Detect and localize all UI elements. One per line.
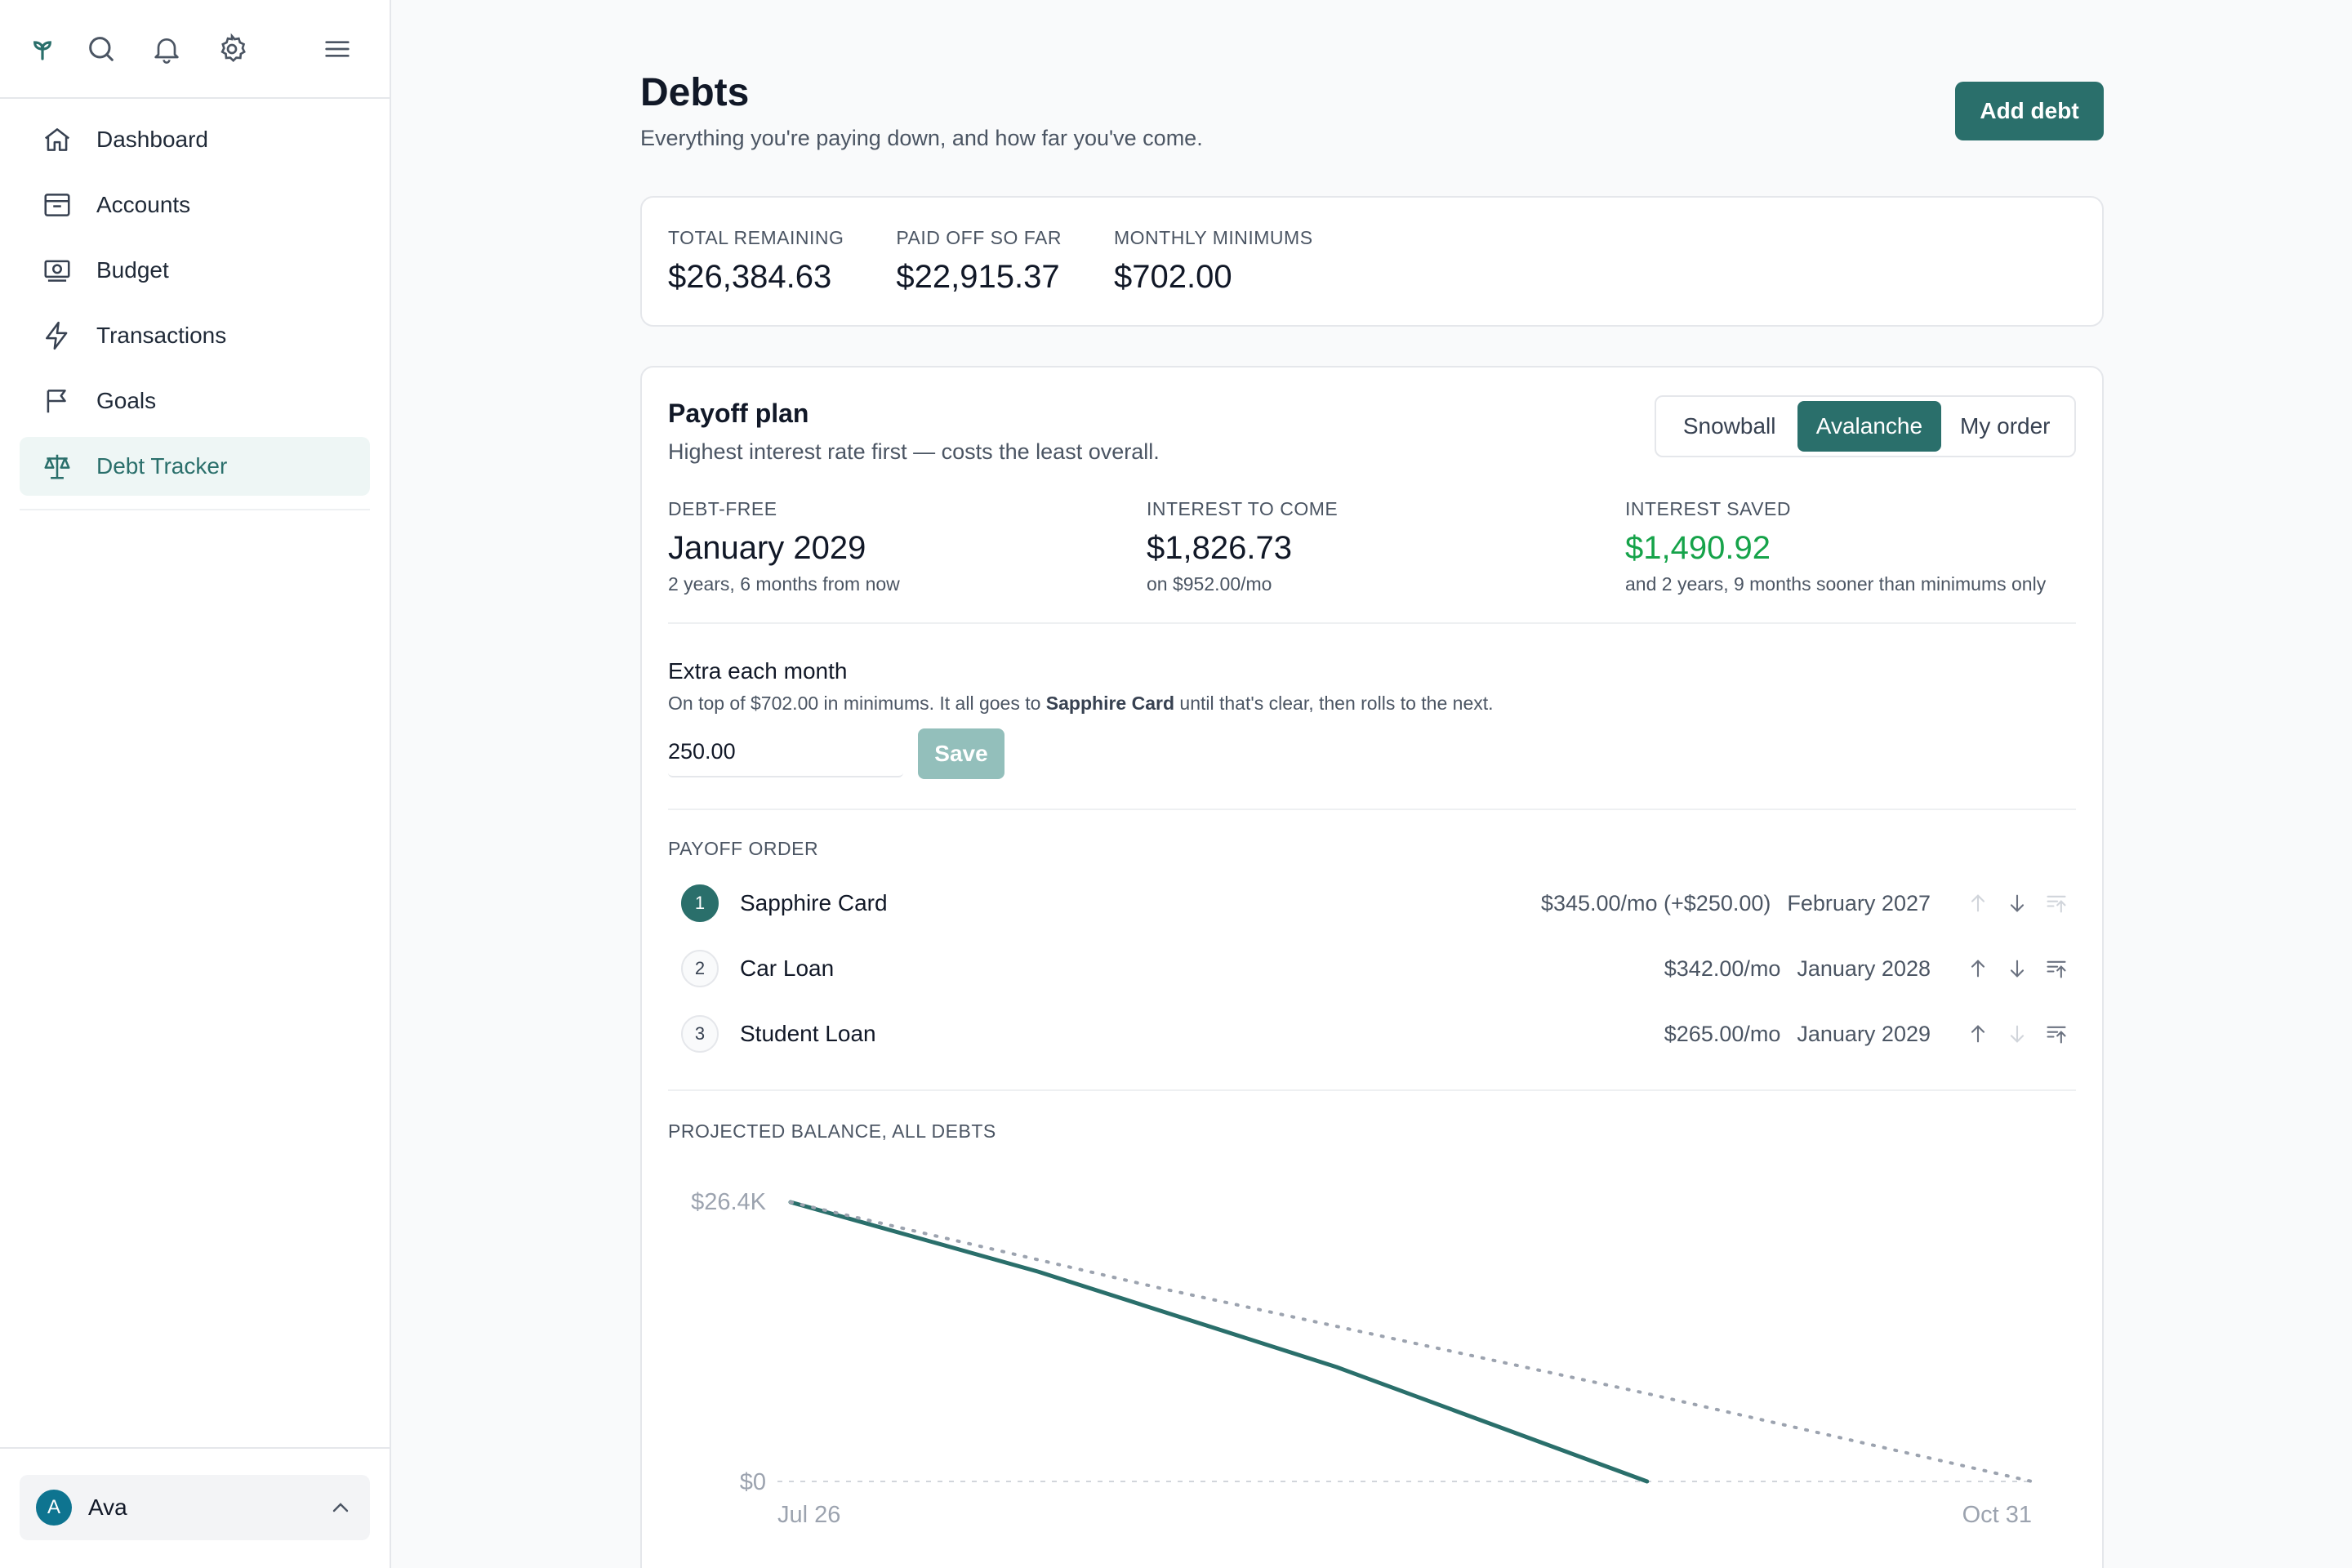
rank-badge: 3 (681, 1015, 719, 1053)
move-to-top-icon[interactable] (2045, 1022, 2068, 1045)
main-content: Debts Everything you're paying down, and… (640, 0, 2104, 1568)
debt-payoff-date: February 2027 (1787, 890, 1931, 915)
arrow-up-icon[interactable] (1967, 892, 1989, 915)
menu-icon[interactable] (314, 26, 360, 72)
stat-debt-free: DEBT-FREE January 2029 2 years, 6 months… (668, 498, 900, 595)
debt-payoff-date: January 2029 (1797, 1021, 1931, 1046)
flag-icon (41, 385, 74, 417)
order-row-sapphire-card: 1 Sapphire Card $345.00/mo (+$250.00) Fe… (668, 874, 2076, 933)
debt-name: Sapphire Card (740, 890, 888, 915)
save-button[interactable]: Save (918, 728, 1004, 779)
sidebar: Dashboard Accounts Budget Transactions G… (0, 0, 391, 1568)
sidebar-item-label: Accounts (96, 192, 191, 217)
order-row-student-loan: 3 Student Loan $265.00/mo January 2029 (668, 1004, 2076, 1063)
logo-icon[interactable] (20, 26, 65, 72)
scale-icon (41, 450, 74, 483)
y-tick-label: $0 (740, 1469, 766, 1495)
debt-payment: $345.00/mo (+$250.00) (1540, 890, 1771, 915)
rank-badge: 2 (681, 950, 719, 987)
arrow-up-icon[interactable] (1967, 1022, 1989, 1045)
rank-badge: 1 (681, 884, 719, 922)
strategy-avalanche[interactable]: Avalanche (1797, 401, 1941, 452)
sidebar-item-debt-tracker[interactable]: Debt Tracker (20, 437, 370, 496)
x-tick-label: Jul 26 (777, 1502, 840, 1528)
order-row-car-loan: 2 Car Loan $342.00/mo January 2028 (668, 939, 2076, 998)
extra-title: Extra each month (668, 658, 848, 684)
home-icon (41, 123, 74, 156)
row-actions (1950, 1022, 2068, 1045)
payoff-order-label: PAYOFF ORDER (668, 838, 819, 859)
sidebar-item-label: Budget (96, 257, 169, 283)
bolt-icon (41, 319, 74, 352)
strategy-toggle: Snowball Avalanche My order (1655, 395, 2076, 457)
arrow-down-icon[interactable] (2006, 892, 2029, 915)
sidebar-item-label: Debt Tracker (96, 453, 228, 479)
sidebar-item-label: Transactions (96, 323, 227, 348)
plan-subtitle: Highest interest rate first — costs the … (668, 439, 1160, 464)
sidebar-divider (20, 509, 370, 510)
sidebar-item-label: Goals (96, 388, 157, 413)
add-debt-button[interactable]: Add debt (1955, 82, 2104, 140)
chevron-up-icon (327, 1494, 354, 1521)
page-header: Debts Everything you're paying down, and… (640, 0, 2104, 172)
sidebar-item-goals[interactable]: Goals (20, 372, 370, 430)
sidebar-item-budget[interactable]: Budget (20, 241, 370, 300)
plan-title: Payoff plan (668, 399, 809, 428)
debt-payment: $265.00/mo (1664, 1021, 1781, 1046)
divider (668, 1089, 2076, 1091)
debt-name: Student Loan (740, 1021, 876, 1046)
bell-icon[interactable] (144, 26, 189, 72)
stat-interest-to-come: INTEREST TO COME $1,826.73 on $952.00/mo (1147, 498, 1339, 595)
page-subtitle: Everything you're paying down, and how f… (640, 126, 1203, 150)
stat-total-remaining: TOTAL REMAINING $26,384.63 (668, 227, 844, 295)
stat-monthly-minimums: MONTHLY MINIMUMS $702.00 (1114, 227, 1313, 295)
plan-balance-line (788, 1200, 1650, 1484)
money-icon (41, 254, 74, 287)
row-actions (1950, 957, 2068, 980)
stat-interest-saved: INTEREST SAVED $1,490.92 and 2 years, 9 … (1625, 498, 2047, 595)
sidebar-footer: A Ava (0, 1447, 390, 1568)
payoff-plan-card: Payoff plan Highest interest rate first … (640, 366, 2104, 1568)
chart-title: PROJECTED BALANCE, ALL DEBTS (668, 1120, 996, 1142)
stat-paid-off: PAID OFF SO FAR $22,915.37 (896, 227, 1062, 295)
divider (668, 622, 2076, 624)
page-title: Debts (640, 71, 750, 114)
avatar: A (36, 1490, 72, 1526)
sidebar-item-transactions[interactable]: Transactions (20, 306, 370, 365)
user-name: Ava (88, 1494, 127, 1520)
x-tick-label: Oct 31 (1962, 1502, 2032, 1528)
summary-card: TOTAL REMAINING $26,384.63 PAID OFF SO F… (640, 196, 2104, 327)
search-icon[interactable] (78, 26, 124, 72)
divider (668, 808, 2076, 810)
debt-payment: $342.00/mo (1664, 956, 1781, 981)
move-to-top-icon[interactable] (2045, 957, 2068, 980)
minimums-balance-line (789, 1200, 2034, 1483)
gear-icon[interactable] (209, 26, 255, 72)
debt-payoff-date: January 2028 (1797, 956, 1931, 981)
debt-name: Car Loan (740, 956, 835, 981)
sidebar-item-label: Dashboard (96, 127, 208, 152)
user-menu[interactable]: A Ava (20, 1475, 370, 1540)
y-tick-label: $26.4K (691, 1189, 767, 1215)
strategy-snowball[interactable]: Snowball (1682, 413, 1776, 439)
arrow-down-icon[interactable] (2006, 957, 2029, 980)
strategy-my-order[interactable]: My order (1960, 413, 2051, 439)
arrow-up-icon[interactable] (1967, 957, 1989, 980)
projected-balance-chart: $26.4K $0 Jul 26 Oct 31 (691, 1189, 2034, 1528)
archive-icon (41, 189, 74, 221)
plan-stats: DEBT-FREE January 2029 2 years, 6 months… (668, 498, 2076, 621)
extra-amount-input[interactable] (668, 727, 903, 777)
sidebar-item-dashboard[interactable]: Dashboard (20, 110, 370, 169)
extra-description: On top of $702.00 in minimums. It all go… (668, 693, 1494, 714)
arrow-down-icon[interactable] (2006, 1022, 2029, 1045)
sidebar-toolbar (0, 0, 390, 99)
row-actions (1950, 892, 2068, 915)
move-to-top-icon[interactable] (2045, 892, 2068, 915)
sidebar-nav: Dashboard Accounts Budget Transactions G… (0, 99, 390, 496)
sidebar-item-accounts[interactable]: Accounts (20, 176, 370, 234)
